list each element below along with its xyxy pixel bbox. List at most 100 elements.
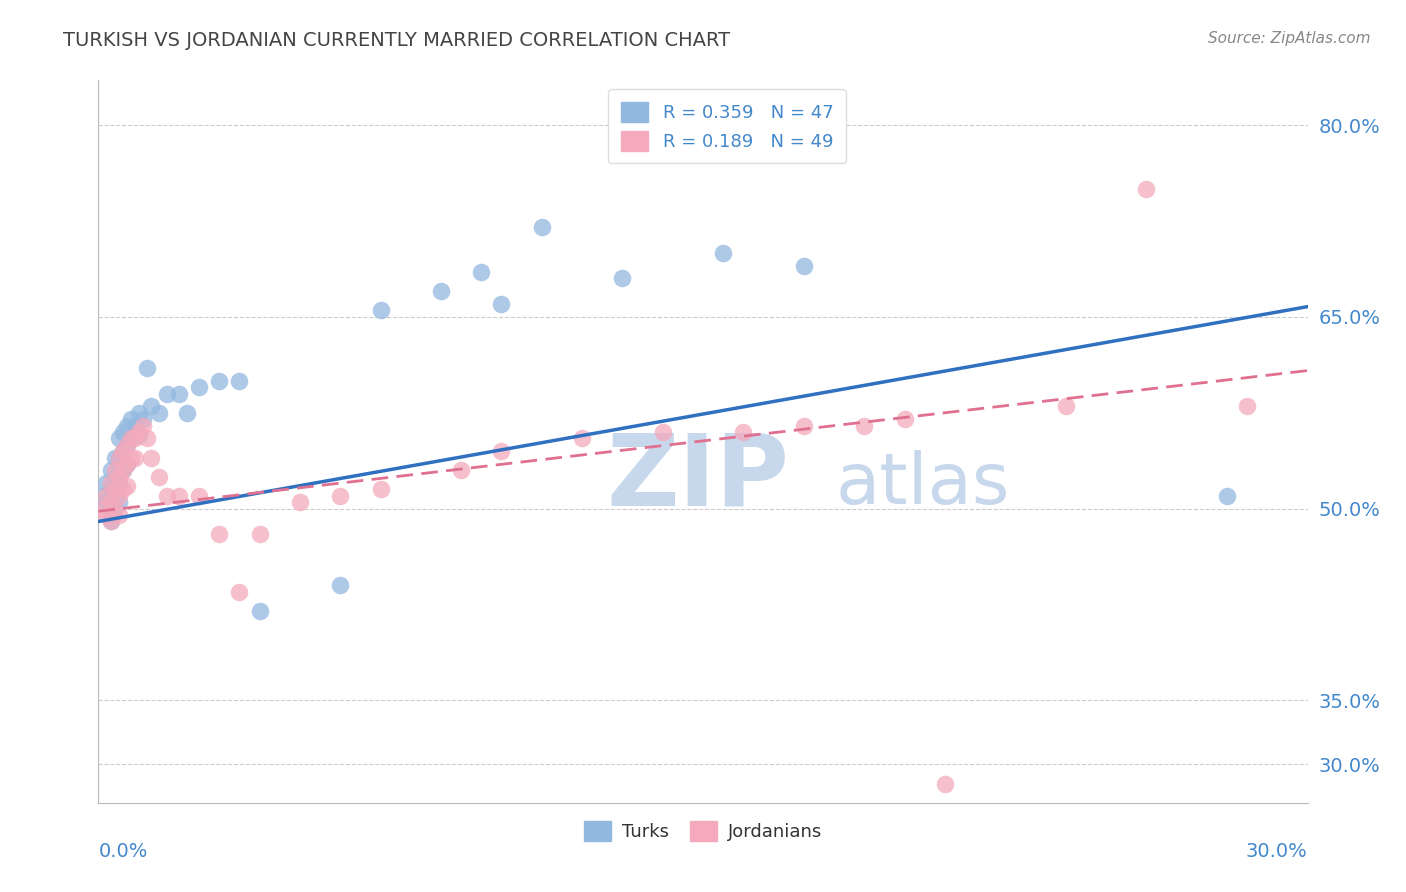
Point bbox=[132, 412, 155, 426]
Point bbox=[96, 495, 118, 509]
Point bbox=[107, 431, 129, 445]
Point bbox=[793, 418, 815, 433]
Point bbox=[120, 431, 142, 445]
Point bbox=[188, 380, 211, 394]
Point bbox=[128, 427, 150, 442]
Point bbox=[100, 515, 122, 529]
Point bbox=[103, 469, 125, 483]
Legend: Turks, Jordanians: Turks, Jordanians bbox=[576, 814, 830, 848]
Point bbox=[370, 483, 392, 497]
Point bbox=[91, 489, 114, 503]
Point bbox=[167, 386, 190, 401]
Point bbox=[793, 259, 815, 273]
Point bbox=[111, 463, 134, 477]
Point bbox=[450, 463, 472, 477]
Point bbox=[103, 463, 125, 477]
Point bbox=[135, 431, 157, 445]
Point bbox=[208, 527, 231, 541]
Text: ZIP: ZIP bbox=[606, 429, 789, 526]
Point bbox=[249, 604, 271, 618]
Point bbox=[124, 450, 146, 465]
Point bbox=[100, 495, 122, 509]
Point bbox=[370, 303, 392, 318]
Point bbox=[96, 489, 118, 503]
Point bbox=[249, 527, 271, 541]
Point bbox=[111, 463, 134, 477]
Point bbox=[115, 418, 138, 433]
Point bbox=[124, 418, 146, 433]
Point bbox=[111, 425, 134, 439]
Point bbox=[100, 463, 122, 477]
Point bbox=[1135, 182, 1157, 196]
Point bbox=[100, 515, 122, 529]
Point bbox=[103, 501, 125, 516]
Point bbox=[115, 457, 138, 471]
Point bbox=[470, 265, 492, 279]
Point bbox=[1054, 400, 1077, 414]
Point bbox=[491, 297, 513, 311]
Point bbox=[100, 501, 122, 516]
Text: 30.0%: 30.0% bbox=[1246, 842, 1308, 861]
Point bbox=[120, 412, 142, 426]
Point bbox=[91, 501, 114, 516]
Point bbox=[115, 457, 138, 471]
Point bbox=[156, 386, 179, 401]
Point bbox=[128, 406, 150, 420]
Point bbox=[188, 489, 211, 503]
Text: atlas: atlas bbox=[837, 450, 1011, 519]
Point bbox=[111, 444, 134, 458]
Point bbox=[115, 438, 138, 452]
Point bbox=[120, 450, 142, 465]
Point bbox=[530, 220, 553, 235]
Text: Source: ZipAtlas.com: Source: ZipAtlas.com bbox=[1208, 31, 1371, 46]
Point bbox=[107, 508, 129, 522]
Text: TURKISH VS JORDANIAN CURRENTLY MARRIED CORRELATION CHART: TURKISH VS JORDANIAN CURRENTLY MARRIED C… bbox=[63, 31, 730, 50]
Point bbox=[853, 418, 876, 433]
Point bbox=[96, 508, 118, 522]
Point bbox=[115, 438, 138, 452]
Point bbox=[139, 450, 162, 465]
Point bbox=[111, 483, 134, 497]
Point bbox=[571, 431, 593, 445]
Point bbox=[156, 489, 179, 503]
Point bbox=[132, 418, 155, 433]
Point bbox=[103, 501, 125, 516]
Point bbox=[115, 478, 138, 492]
Point bbox=[107, 469, 129, 483]
Point bbox=[111, 444, 134, 458]
Point bbox=[103, 450, 125, 465]
Point bbox=[934, 776, 956, 790]
Point bbox=[107, 450, 129, 465]
Point bbox=[107, 495, 129, 509]
Point bbox=[103, 489, 125, 503]
Point bbox=[1216, 489, 1239, 503]
Point bbox=[120, 431, 142, 445]
Point bbox=[128, 425, 150, 439]
Point bbox=[107, 450, 129, 465]
Point bbox=[288, 495, 311, 509]
Point bbox=[96, 476, 118, 491]
Point bbox=[711, 246, 734, 260]
Point bbox=[228, 584, 250, 599]
Point bbox=[329, 578, 352, 592]
Point bbox=[139, 400, 162, 414]
Point bbox=[208, 374, 231, 388]
Point bbox=[329, 489, 352, 503]
Point bbox=[1236, 400, 1258, 414]
Point bbox=[167, 489, 190, 503]
Point bbox=[148, 406, 170, 420]
Point bbox=[124, 431, 146, 445]
Text: 0.0%: 0.0% bbox=[98, 842, 148, 861]
Point bbox=[228, 374, 250, 388]
Point bbox=[148, 469, 170, 483]
Point bbox=[107, 489, 129, 503]
Point bbox=[176, 406, 198, 420]
Point bbox=[100, 476, 122, 491]
Point bbox=[430, 285, 453, 299]
Point bbox=[491, 444, 513, 458]
Point bbox=[612, 271, 634, 285]
Point bbox=[893, 412, 915, 426]
Point bbox=[103, 483, 125, 497]
Point bbox=[733, 425, 755, 439]
Point bbox=[135, 361, 157, 376]
